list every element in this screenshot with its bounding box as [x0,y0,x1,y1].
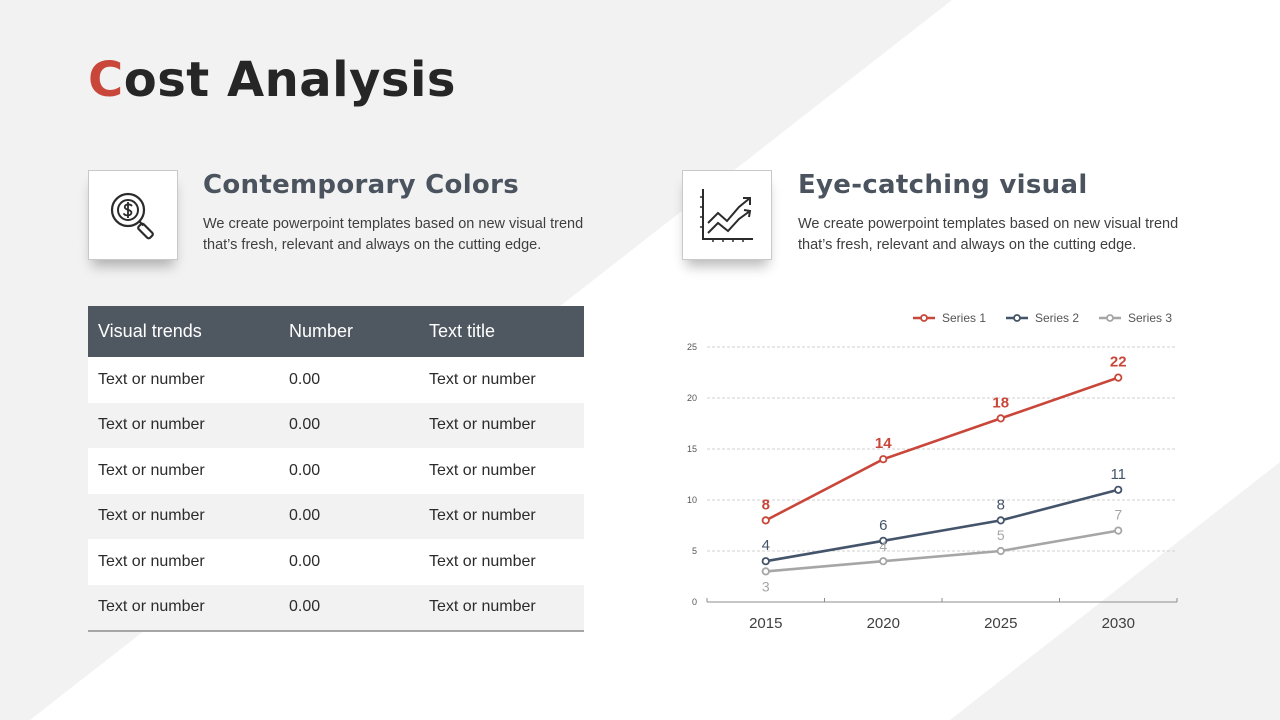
data-label: 5 [997,527,1005,543]
table-row: Text or number 0.00 Text or number [88,539,584,585]
title-text: ost Analysis [123,52,456,108]
table-cell: Text or number [88,448,279,494]
title-accent-letter: C [88,52,124,108]
data-point [1114,373,1123,382]
table-cell: Text or number [88,493,279,539]
table-cell: Text or number [419,493,584,539]
y-tick-label: 10 [687,495,697,505]
feature-body-visual: We create powerpoint templates based on … [798,216,1179,253]
data-point [879,536,888,545]
data-label: 11 [1110,466,1126,483]
series-line [765,488,1119,563]
table-cell: Text or number [419,448,584,494]
table-cell: Text or number [419,539,584,585]
table-cell: Text or number [88,357,279,403]
data-label: 14 [875,435,892,452]
feature-body-colors: We create powerpoint templates based on … [203,216,584,253]
dollar-search-icon [110,192,154,240]
legend-marker [1013,314,1021,322]
data-table: Visual trends Number Text title Text or … [88,306,584,632]
background-stripe [950,462,1280,720]
data-point [761,567,770,576]
data-label: 22 [1110,354,1127,371]
y-tick-label: 5 [692,546,697,556]
data-point [996,546,1005,556]
legend-marker [920,314,928,322]
x-tick-label: 2015 [749,615,782,632]
feature-icon-box-visual [682,170,772,260]
table-row: Text or number 0.00 Text or number [88,584,584,632]
data-point [879,455,888,464]
table-row: Text or number 0.00 Text or number [88,493,584,539]
table-cell: Text or number [88,584,279,632]
data-point [879,557,888,566]
data-label: 6 [879,517,887,534]
data-point [1114,485,1123,494]
y-tick-label: 0 [692,597,697,607]
table-cell: 0.00 [279,357,419,403]
table-cell: 0.00 [279,448,419,494]
data-label: 3 [762,578,770,594]
feature-heading-colors: Contemporary Colors [203,170,519,200]
x-tick-label: 2020 [867,615,900,632]
data-point [996,414,1005,423]
series-line [765,529,1119,573]
data-point [996,516,1005,525]
legend-label: Series 3 [1128,311,1172,325]
data-label: 8 [762,496,770,513]
table-cell: 0.00 [279,584,419,632]
column-header: Text title [419,306,584,357]
x-tick-label: 2030 [1102,615,1135,632]
data-point [761,557,770,566]
column-header: Number [279,306,419,357]
feature-heading-visual: Eye-catching visual [798,170,1088,200]
table-row: Text or number 0.00 Text or number [88,402,584,448]
data-point [1114,526,1123,535]
trend-chart-icon [700,189,753,242]
table-cell: Text or number [88,539,279,585]
table-cell: Text or number [419,402,584,448]
table-row: Text or number 0.00 Text or number [88,448,584,494]
table-cell: Text or number [88,402,279,448]
table-cell: Text or number [419,357,584,403]
data-label: 18 [992,394,1009,411]
series-line [765,376,1119,522]
feature-icon-box-colors [88,170,178,260]
table-cell: 0.00 [279,402,419,448]
y-tick-label: 20 [687,393,697,403]
table-cell: Text or number [419,584,584,632]
data-point [761,516,770,525]
table-header-row: Visual trends Number Text title [88,306,584,357]
data-label: 7 [1114,507,1122,523]
table-row: Text or number 0.00 Text or number [88,357,584,403]
legend-label: Series 1 [942,311,986,325]
table-cell: 0.00 [279,493,419,539]
legend-marker [1106,314,1114,322]
page-title: Cost Analysis [88,52,456,108]
y-tick-label: 25 [687,342,697,352]
x-tick-label: 2025 [984,615,1017,632]
data-label: 4 [879,538,887,554]
y-tick-label: 15 [687,444,697,454]
legend-label: Series 2 [1035,311,1079,325]
column-header: Visual trends [88,306,279,357]
data-label: 8 [997,496,1005,513]
data-label: 4 [762,537,770,554]
table-cell: 0.00 [279,539,419,585]
